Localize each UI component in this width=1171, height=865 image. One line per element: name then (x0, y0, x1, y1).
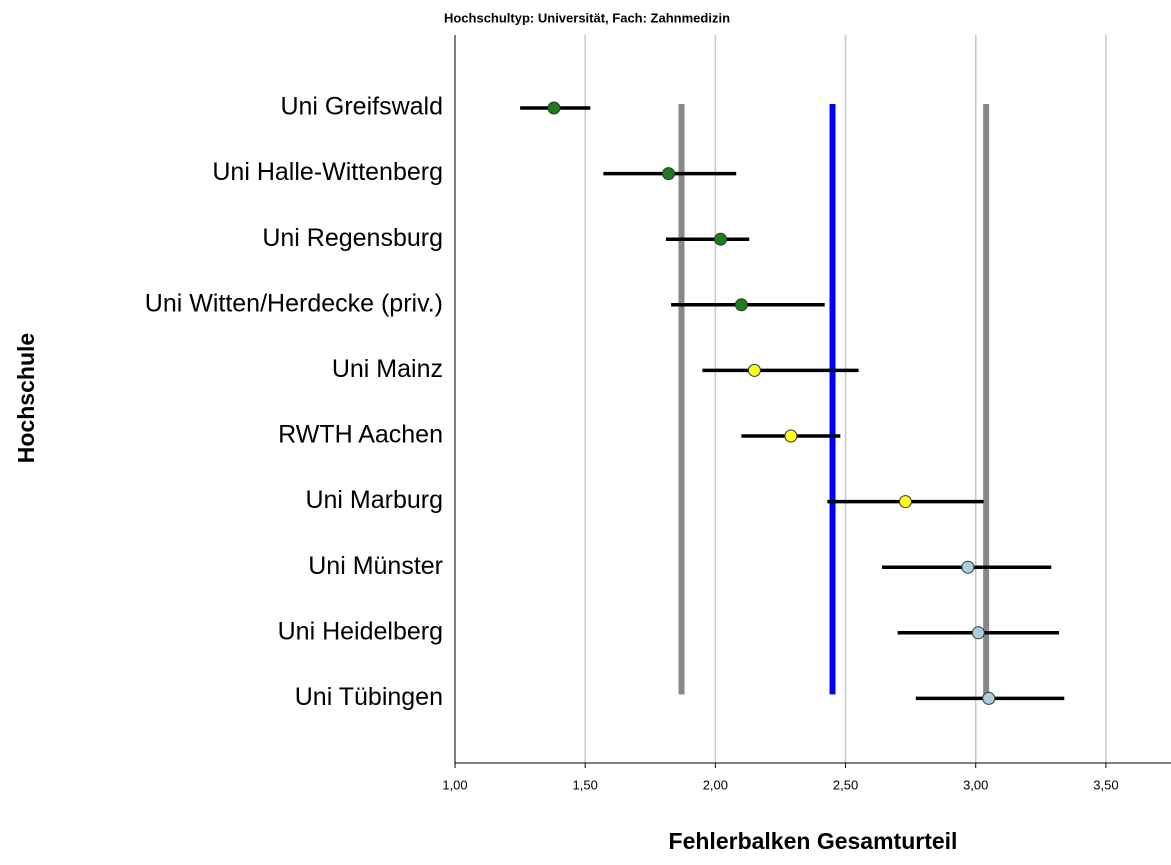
mean-point (547, 101, 561, 115)
x-tick-label: 2,50 (833, 777, 858, 792)
mean-point (898, 495, 912, 509)
mean-point (714, 232, 728, 246)
y-tick-label: Uni Heidelberg (278, 617, 443, 645)
y-tick-label: RWTH Aachen (278, 421, 443, 449)
x-tick-label: 3,50 (1093, 777, 1118, 792)
mean-point (982, 691, 996, 705)
y-tick-label: Uni Tübingen (295, 683, 443, 711)
mean-point (734, 298, 748, 312)
x-tick-label: 1,00 (442, 777, 467, 792)
y-tick-label: Uni Mainz (332, 355, 443, 383)
x-tick-label: 3,00 (963, 777, 988, 792)
y-tick-label: Uni Witten/Herdecke (priv.) (145, 289, 443, 317)
mean-point (747, 363, 761, 377)
y-tick-label: Uni Marburg (305, 486, 443, 514)
y-tick-label: Uni Regensburg (262, 224, 443, 252)
mean-point (661, 167, 675, 181)
mean-point (961, 560, 975, 574)
x-tick-label: 2,00 (703, 777, 728, 792)
y-tick-label: Uni Münster (308, 552, 443, 580)
y-axis-label: Hochschule (13, 333, 39, 463)
chart-title: Hochschultyp: Universität, Fach: Zahnmed… (444, 10, 730, 25)
y-tick-label: Uni Halle-Wittenberg (212, 158, 443, 186)
mean-point (971, 626, 985, 640)
x-axis-label: Fehlerbalken Gesamturteil (669, 828, 958, 854)
x-tick-label: 1,50 (573, 777, 598, 792)
mean-point (784, 429, 798, 443)
y-tick-label: Uni Greifswald (280, 93, 443, 121)
